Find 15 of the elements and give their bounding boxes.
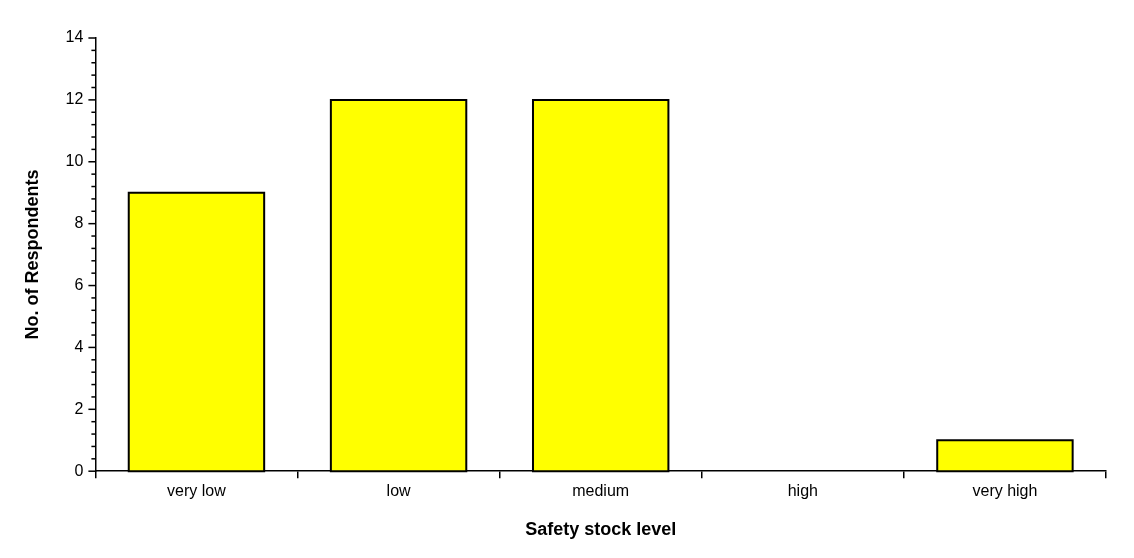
x-axis-title: Safety stock level: [525, 519, 677, 540]
x-tick-label: very low: [167, 482, 227, 500]
y-axis-title: No. of Respondents: [21, 169, 42, 340]
y-tick-label: 0: [74, 461, 84, 479]
y-tick-label: 14: [65, 28, 84, 46]
y-tick-label: 8: [74, 214, 84, 232]
y-tick-label: 10: [65, 152, 84, 170]
y-tick-label: 6: [74, 275, 84, 293]
x-tick-label: very high: [972, 482, 1038, 500]
y-tick-label: 2: [74, 399, 84, 417]
x-tick-label: low: [386, 482, 412, 500]
y-tick-label: 12: [65, 90, 84, 108]
y-tick-label: 4: [74, 337, 84, 355]
x-tick-label: medium: [572, 482, 630, 500]
x-tick-label: high: [787, 482, 818, 500]
